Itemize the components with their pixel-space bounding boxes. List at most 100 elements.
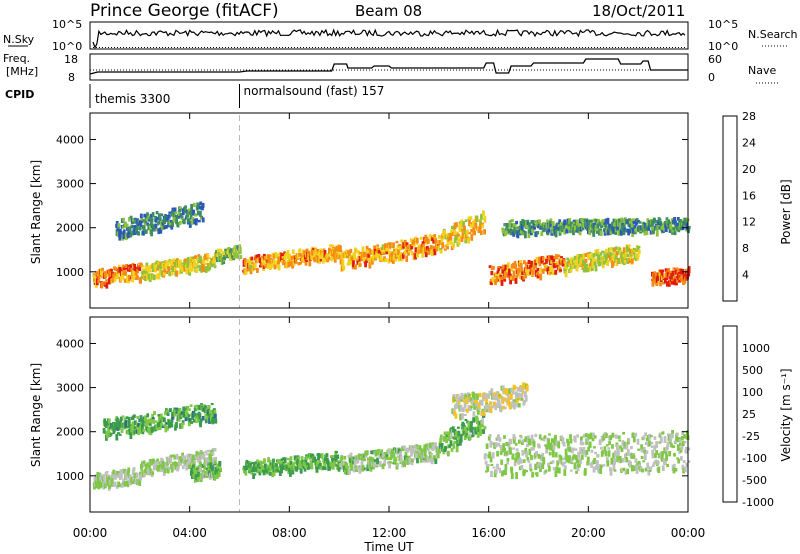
scatter-cell-423 [265,472,269,475]
scatter-cell-881 [456,439,459,447]
scatter-cell-1141 [563,465,567,470]
scatter-cell-123 [143,468,147,473]
scatter-cell-506 [305,259,308,262]
scatter-cell-1445 [139,224,143,227]
scatter-cell-1942 [645,224,648,229]
scatter-cell-1386 [666,445,669,451]
scatter-cell-904 [470,234,474,241]
scatter-cell-1380 [663,447,667,454]
scatter-cell-893 [460,427,464,430]
scatter-cell-1681 [536,224,540,229]
scatter-cell-1202 [599,252,603,256]
scatter-cell-437 [276,253,280,260]
scatter-cell-1101 [547,462,550,467]
scatter-cell-1271 [627,244,631,248]
scatter-cell-992 [502,443,505,450]
scatter-cell-848 [447,235,451,242]
scatter-cell-1012 [520,267,524,273]
nave-tick-top: 60 [708,53,722,66]
scatter-cell-1301 [652,278,656,282]
scatter-cell-806 [429,245,433,249]
scatter-cell-661 [364,454,368,458]
scatter-cell-1255 [621,254,625,260]
scatter-cell-967 [491,452,495,459]
scatter-cell-1274 [619,445,622,449]
scatter-cell-1320 [660,275,664,281]
scatter-cell-1278 [621,467,624,472]
scatter-cell-337 [207,464,211,472]
scatter-cell-499 [302,256,306,263]
scatter-cell-1030 [518,439,521,444]
scatter-cell-1534 [141,422,145,427]
scatter-cell-1822 [595,219,598,223]
scatter-cell-132 [147,467,151,472]
scatter-cell-1092 [543,435,547,439]
scatter-cell-673 [369,464,373,472]
scatter-cell-103 [135,473,139,478]
scatter-cell-1717 [454,413,458,419]
scatter-cell-453 [283,251,287,256]
scatter-cell-1395 [669,433,673,440]
scatter-cell-400 [261,255,264,259]
scatter-cell-616 [351,256,354,261]
colorbar-tick-4: 20 [742,163,756,176]
scatter-cell-1467 [148,225,152,229]
scatter-cell-947 [483,426,487,430]
scatter-cell-1332 [643,449,647,454]
scatter-cell-76 [124,271,128,276]
scatter-cell-503 [299,463,302,466]
scatter-cell-1482 [154,218,158,223]
scatter-cell-1029 [527,259,531,265]
scatter-cell-890 [459,435,463,443]
scatter-cell-1705 [546,230,550,236]
scatter-cell-1825 [596,223,600,229]
scatter-cell-2011 [673,228,677,236]
scatter-cell-802 [423,446,426,452]
scatter-cell-1425 [681,440,685,447]
scatter-cell-1331 [665,277,669,280]
scatter-cell-1700 [210,403,214,406]
scatter-cell-645 [357,453,361,460]
scatter-cell-1502 [163,218,166,225]
scatter-cell-118 [141,265,145,268]
scatter-cell-356 [215,470,219,473]
beam-label: Beam 08 [355,2,422,20]
scatter-cell-808 [425,445,429,452]
scatter-cell-1796 [584,218,588,223]
scatter-cell-1151 [578,256,581,264]
scatter-cell-715 [392,242,395,249]
scatter-cell-33 [106,480,110,487]
scatter-cell-287 [211,447,215,450]
scatter-cell-922 [478,227,481,233]
scatter-cell-1144 [565,454,568,460]
scatter-cell-560 [327,256,331,261]
scatter-cell-1197 [587,446,590,452]
scatter-cell-1284 [633,250,636,253]
scatter-cell-1945 [646,218,650,223]
scatter-cell-1493 [159,227,163,233]
scatter-cell-1566 [154,420,158,423]
cpid-label: CPID [5,88,34,101]
scatter-cell-749 [406,245,410,250]
scatter-cell-743 [403,239,407,247]
scatter-cell-465 [288,253,291,256]
scatter-cell-1323 [662,281,665,285]
scatter-cell-1731 [557,225,561,231]
scatter-cell-1141 [574,264,577,269]
scatter-cell-733 [394,458,398,462]
scatter-cell-961 [489,440,493,448]
scatter-cell-1483 [120,428,124,433]
scatter-cell-1423 [130,224,134,228]
scatter-cell-1255 [611,432,615,438]
scatter-cell-398 [260,263,264,267]
scatter-cell-765 [412,244,416,247]
scatter-cell-737 [396,463,400,467]
scatter-cell-17 [99,269,103,276]
scatter-cell-1267 [626,258,630,264]
scatter-cell-1240 [605,433,608,439]
scatter-cell-361 [217,470,221,477]
scatter-cell-389 [251,461,255,465]
scatter-cell-2018 [676,222,680,226]
scatter-cell-1147 [576,262,580,268]
scatter-cell-945 [482,415,486,418]
